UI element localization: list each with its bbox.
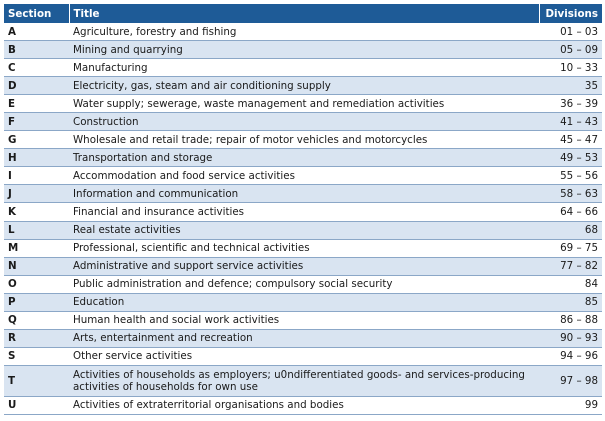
divisions-cell: 94 – 96: [539, 347, 602, 366]
divisions-cell: 85: [539, 293, 602, 312]
table-row: E Water supply; sewerage, waste managemen…: [4, 94, 602, 114]
section-cell: K: [4, 202, 69, 222]
divisions-cell: 99: [539, 396, 602, 415]
title-cell: Accommodation and food service activitie…: [69, 166, 539, 186]
title-cell: Wholesale and retail trade; repair of mo…: [69, 130, 539, 150]
title-cell: Other service activities: [69, 347, 539, 366]
divisions-cell: 45 – 47: [539, 130, 602, 150]
section-cell: P: [4, 293, 69, 312]
divisions-cell: 35: [539, 76, 602, 96]
divisions-cell: 84: [539, 275, 602, 294]
section-cell: L: [4, 221, 69, 240]
table-row: Q Human health and social work activities…: [4, 311, 602, 330]
title-cell: Construction: [69, 112, 539, 132]
title-cell: Financial and insurance activities: [69, 202, 539, 222]
title-cell: Arts, entertainment and recreation: [69, 329, 539, 348]
section-cell: G: [4, 130, 69, 150]
table-row: I Accommodation and food service activiti…: [4, 166, 602, 186]
nace-sections-table-container: Section Title Divisions A Agriculture, fo…: [4, 4, 602, 415]
divisions-cell: 01 – 03: [539, 23, 602, 42]
table-row: H Transportation and storage 49 – 53: [4, 148, 602, 168]
section-cell: E: [4, 94, 69, 114]
divisions-cell: 86 – 88: [539, 311, 602, 330]
section-cell: O: [4, 275, 69, 294]
section-cell: S: [4, 347, 69, 366]
section-cell: A: [4, 23, 69, 42]
table-row: F Construction 41 – 43: [4, 112, 602, 132]
table-row: C Manufacturing 10 – 33: [4, 58, 602, 78]
title-cell: Real estate activities: [69, 221, 539, 240]
section-cell: Q: [4, 311, 69, 330]
table-row: U Activities of extraterritorial organisa…: [4, 396, 602, 415]
divisions-cell: 55 – 56: [539, 166, 602, 186]
table-header: Section Title Divisions: [4, 4, 602, 23]
divisions-cell: 69 – 75: [539, 239, 602, 258]
title-cell: Public administration and defence; compu…: [69, 275, 539, 294]
table-row: P Education 85: [4, 293, 602, 312]
title-cell: Agriculture, forestry and fishing: [69, 23, 539, 42]
table-row: M Professional, scientific and technical …: [4, 239, 602, 258]
divisions-cell: 77 – 82: [539, 257, 602, 276]
title-cell: Water supply; sewerage, waste management…: [69, 94, 539, 114]
divisions-cell: 49 – 53: [539, 148, 602, 168]
section-cell: T: [4, 365, 69, 397]
divisions-cell: 10 – 33: [539, 58, 602, 78]
title-cell: Activities of households as employers; u…: [69, 365, 539, 397]
table-row: L Real estate activities 68: [4, 221, 602, 240]
section-cell: I: [4, 166, 69, 186]
divisions-cell: 36 – 39: [539, 94, 602, 114]
table-row: D Electricity, gas, steam and air conditi…: [4, 76, 602, 96]
section-cell: R: [4, 329, 69, 348]
title-cell: Mining and quarrying: [69, 40, 539, 60]
nace-sections-table: Section Title Divisions A Agriculture, fo…: [4, 4, 602, 415]
title-cell: Professional, scientific and technical a…: [69, 239, 539, 258]
section-cell: F: [4, 112, 69, 132]
section-cell: H: [4, 148, 69, 168]
table-row: R Arts, entertainment and recreation 90 – …: [4, 329, 602, 348]
title-cell: Human health and social work activities: [69, 311, 539, 330]
table-row: T Activities of households as employers; …: [4, 365, 602, 397]
header-section: Section: [4, 4, 70, 23]
table-row: A Agriculture, forestry and fishing 01 – 0…: [4, 23, 602, 42]
table-row: G Wholesale and retail trade; repair of m…: [4, 130, 602, 150]
section-cell: U: [4, 396, 69, 415]
divisions-cell: 64 – 66: [539, 202, 602, 222]
header-row: Section Title Divisions: [4, 4, 602, 23]
title-cell: Activities of extraterritorial organisat…: [69, 396, 539, 415]
title-cell: Education: [69, 293, 539, 312]
table-row: K Financial and insurance activities 64 – …: [4, 202, 602, 222]
table-row: S Other service activities 94 – 96: [4, 347, 602, 366]
table-row: B Mining and quarrying 05 – 09: [4, 40, 602, 60]
divisions-cell: 90 – 93: [539, 329, 602, 348]
section-cell: B: [4, 40, 69, 60]
divisions-cell: 68: [539, 221, 602, 240]
title-cell: Electricity, gas, steam and air conditio…: [69, 76, 539, 96]
section-cell: N: [4, 257, 69, 276]
section-cell: J: [4, 184, 69, 204]
title-cell: Administrative and support service activ…: [69, 257, 539, 276]
table-body: A Agriculture, forestry and fishing 01 – 0…: [4, 23, 602, 415]
section-cell: D: [4, 76, 69, 96]
divisions-cell: 97 – 98: [539, 365, 602, 397]
title-cell: Manufacturing: [69, 58, 539, 78]
divisions-cell: 05 – 09: [539, 40, 602, 60]
divisions-cell: 41 – 43: [539, 112, 602, 132]
table-row: O Public administration and defence; comp…: [4, 275, 602, 294]
divisions-cell: 58 – 63: [539, 184, 602, 204]
section-cell: M: [4, 239, 69, 258]
header-divisions: Divisions: [539, 4, 602, 23]
section-cell: C: [4, 58, 69, 78]
table-row: N Administrative and support service acti…: [4, 257, 602, 276]
table-row: J Information and communication 58 – 63: [4, 184, 602, 204]
title-cell: Transportation and storage: [69, 148, 539, 168]
header-title: Title: [69, 4, 540, 23]
title-cell: Information and communication: [69, 184, 539, 204]
